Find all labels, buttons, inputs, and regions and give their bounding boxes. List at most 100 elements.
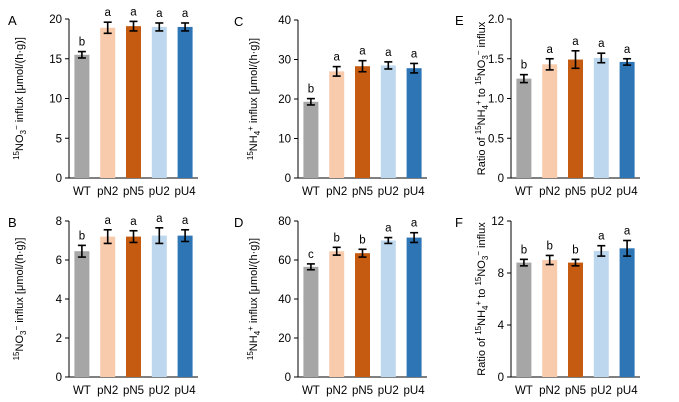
bar-B-pN5 bbox=[126, 236, 141, 377]
y-tick-label-C: 40 bbox=[278, 15, 291, 27]
significance-letter-C-pU2: a bbox=[385, 47, 392, 59]
significance-letter-A-pU4: a bbox=[182, 8, 189, 20]
x-tick-label-B-pU2: pU2 bbox=[149, 385, 170, 397]
x-tick-label-D-WT: WT bbox=[302, 385, 320, 397]
significance-letter-C-pU4: a bbox=[411, 48, 418, 60]
significance-letter-B-pU4: a bbox=[182, 215, 189, 227]
x-tick-label-B-WT: WT bbox=[73, 385, 91, 397]
y-tick-label-F: 4 bbox=[498, 320, 505, 332]
significance-letter-D-WT: c bbox=[308, 249, 314, 261]
panel-label-C: C bbox=[234, 14, 243, 29]
significance-letter-D-pU2: a bbox=[385, 223, 392, 235]
significance-letter-C-WT: b bbox=[308, 84, 314, 96]
bar-A-pN2 bbox=[100, 27, 116, 179]
y-tick-label-E: 1.0 bbox=[488, 94, 504, 106]
x-tick-label-B-pU4: pU4 bbox=[175, 385, 197, 397]
bar-A-pU4 bbox=[177, 26, 193, 179]
x-tick-label-A-pU2: pU2 bbox=[149, 186, 170, 198]
y-axis-title-D: 15NH4+ influx [μmol/(h·g)] bbox=[246, 238, 262, 360]
x-tick-label-B-pN5: pN5 bbox=[123, 385, 144, 397]
significance-letter-A-pN5: a bbox=[130, 6, 137, 18]
significance-letter-B-pN2: a bbox=[104, 215, 111, 227]
y-tick-label-A: 10 bbox=[49, 94, 62, 106]
x-tick-label-F-pN5: pN5 bbox=[565, 385, 586, 397]
y-tick-label-E: 0.5 bbox=[488, 133, 504, 145]
panel-label-B: B bbox=[8, 215, 17, 230]
y-tick-label-D: 60 bbox=[278, 255, 291, 267]
bar-A-WT bbox=[74, 54, 90, 178]
y-tick-label-A: 5 bbox=[56, 133, 62, 145]
y-tick-label-E: 2.0 bbox=[488, 14, 504, 26]
bar-E-WT bbox=[516, 78, 532, 178]
bar-F-pN2 bbox=[542, 260, 558, 377]
significance-letter-F-WT: b bbox=[521, 244, 527, 256]
bar-B-pU4 bbox=[177, 235, 193, 377]
x-tick-label-F-WT: WT bbox=[515, 385, 533, 397]
bar-B-WT bbox=[74, 251, 90, 377]
bar-E-pU2 bbox=[593, 57, 609, 178]
panel-label-D: D bbox=[234, 215, 243, 230]
x-tick-label-D-pU4: pU4 bbox=[404, 385, 426, 397]
y-tick-label-E: 1.5 bbox=[488, 54, 504, 66]
y-tick-label-B: 4 bbox=[56, 294, 63, 306]
significance-letter-D-pN5: b bbox=[359, 234, 365, 246]
x-tick-label-E-pN5: pN5 bbox=[565, 186, 586, 198]
y-tick-label-B: 6 bbox=[56, 255, 62, 267]
bar-D-pN5 bbox=[355, 253, 370, 377]
x-tick-label-F-pN2: pN2 bbox=[539, 385, 560, 397]
x-tick-label-B-pN2: pN2 bbox=[97, 385, 118, 397]
bar-D-pN2 bbox=[329, 251, 345, 377]
y-tick-label-F: 12 bbox=[491, 216, 504, 228]
y-axis-title-B: 15NO3− influx [μmol/(h·g)] bbox=[12, 238, 28, 361]
significance-letter-D-pN2: b bbox=[333, 232, 339, 244]
x-tick-label-F-pU2: pU2 bbox=[591, 385, 612, 397]
x-tick-label-C-pN5: pN5 bbox=[352, 186, 373, 198]
panel-label-F: F bbox=[455, 215, 463, 230]
x-tick-label-D-pU2: pU2 bbox=[378, 385, 399, 397]
y-tick-label-B: 0 bbox=[56, 372, 62, 384]
y-tick-label-D: 0 bbox=[285, 372, 291, 384]
x-tick-label-D-pN2: pN2 bbox=[326, 385, 347, 397]
significance-letter-E-pU4: a bbox=[624, 44, 631, 56]
y-axis-title-A: 15NO3− influx [μmol/(h·g)] bbox=[12, 37, 28, 160]
bar-F-pN5 bbox=[568, 262, 583, 377]
significance-letter-A-pN2: a bbox=[104, 7, 111, 19]
x-tick-label-C-pU4: pU4 bbox=[404, 186, 426, 198]
y-tick-label-D: 40 bbox=[278, 294, 291, 306]
bar-A-pU2 bbox=[151, 26, 167, 179]
y-axis-title-E: Ratio of 15NH4+ to 15NO3− influx bbox=[474, 21, 490, 175]
significance-letter-F-pU2: a bbox=[598, 231, 605, 243]
significance-letter-B-WT: b bbox=[79, 230, 85, 242]
y-tick-label-F: 0 bbox=[498, 372, 504, 384]
bar-E-pU4 bbox=[619, 61, 635, 178]
bar-D-pU2 bbox=[380, 240, 396, 377]
bar-D-pU4 bbox=[406, 237, 422, 377]
significance-letter-D-pU4: a bbox=[411, 218, 418, 230]
bar-C-WT bbox=[303, 101, 319, 178]
x-tick-label-D-pN5: pN5 bbox=[352, 385, 373, 397]
y-tick-label-A: 15 bbox=[49, 54, 62, 66]
x-tick-label-F-pU4: pU4 bbox=[617, 385, 639, 397]
significance-letter-A-pU2: a bbox=[156, 8, 163, 20]
significance-letter-E-pN5: a bbox=[572, 36, 579, 48]
y-tick-label-D: 20 bbox=[278, 333, 291, 345]
bar-E-pN2 bbox=[542, 64, 558, 178]
bar-F-pU2 bbox=[593, 250, 609, 377]
y-tick-label-E: 0 bbox=[498, 173, 504, 185]
significance-letter-E-WT: b bbox=[521, 60, 527, 72]
y-tick-label-A: 20 bbox=[49, 14, 62, 26]
bar-F-WT bbox=[516, 262, 532, 377]
x-tick-label-A-pN5: pN5 bbox=[123, 186, 144, 198]
x-tick-label-E-pU2: pU2 bbox=[591, 186, 612, 198]
bar-B-pU2 bbox=[151, 235, 167, 377]
panel-label-A: A bbox=[8, 13, 17, 28]
y-tick-label-C: 20 bbox=[278, 94, 291, 106]
bar-D-WT bbox=[303, 266, 319, 377]
y-axis-title-C: 15NH4+ influx [μmol/(h·g)] bbox=[246, 38, 262, 160]
y-tick-label-B: 8 bbox=[56, 216, 62, 228]
x-tick-label-A-WT: WT bbox=[73, 186, 91, 198]
x-tick-label-A-pN2: pN2 bbox=[97, 186, 118, 198]
significance-letter-B-pU2: a bbox=[156, 213, 163, 225]
y-tick-label-C: 0 bbox=[285, 173, 291, 185]
